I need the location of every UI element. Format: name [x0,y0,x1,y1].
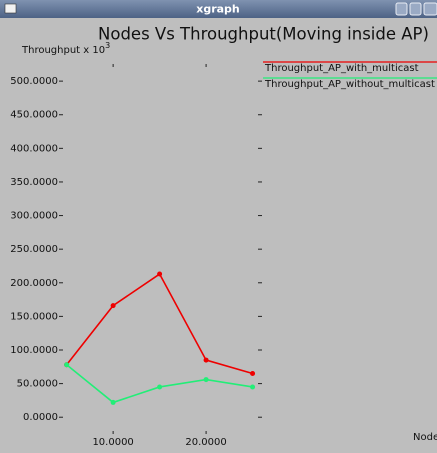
close-button[interactable] [423,2,437,16]
x-tick-label: 20.0000 [185,437,226,448]
data-point [203,377,209,383]
y-tick-label: 100.0000 [10,345,58,356]
data-point [110,303,116,309]
y-tick-label: 450.0000 [10,110,58,121]
y-tick-label: 500.0000 [10,76,58,87]
y-axis-label: Throughput x 103 [21,41,110,57]
title-bar [0,0,437,18]
y-axis-label-text: Throughput x 10 [21,45,105,56]
legend-label: Throughput_AP_without_multicast [264,79,435,90]
y-axis-label-exponent: 3 [105,41,110,50]
data-point [250,371,256,377]
window-menu-icon[interactable] [4,3,17,14]
data-point [157,271,163,277]
y-tick-label: 250.0000 [10,244,58,255]
maximize-button[interactable] [409,2,422,16]
y-tick-label: 0.0000 [23,412,58,423]
legend-label: Throughput_AP_with_multicast [264,63,419,74]
data-point [203,357,209,363]
x-tick-label: 10.0000 [92,437,133,448]
x-axis-label: Node [413,432,437,443]
chart-title: Nodes Vs Throughput(Moving inside AP) [98,25,429,44]
window-title: xgraph [196,3,240,16]
y-tick-label: 400.0000 [10,143,58,154]
y-tick-label: 50.0000 [17,379,58,390]
data-point [110,399,116,405]
y-tick-label: 150.0000 [10,311,58,322]
data-point [157,384,163,390]
y-tick-label: 350.0000 [10,177,58,188]
y-tick-label: 200.0000 [10,278,58,289]
minimize-button[interactable] [395,2,408,16]
data-point [64,362,70,368]
data-point [250,384,256,390]
y-tick-label: 300.0000 [10,211,58,222]
